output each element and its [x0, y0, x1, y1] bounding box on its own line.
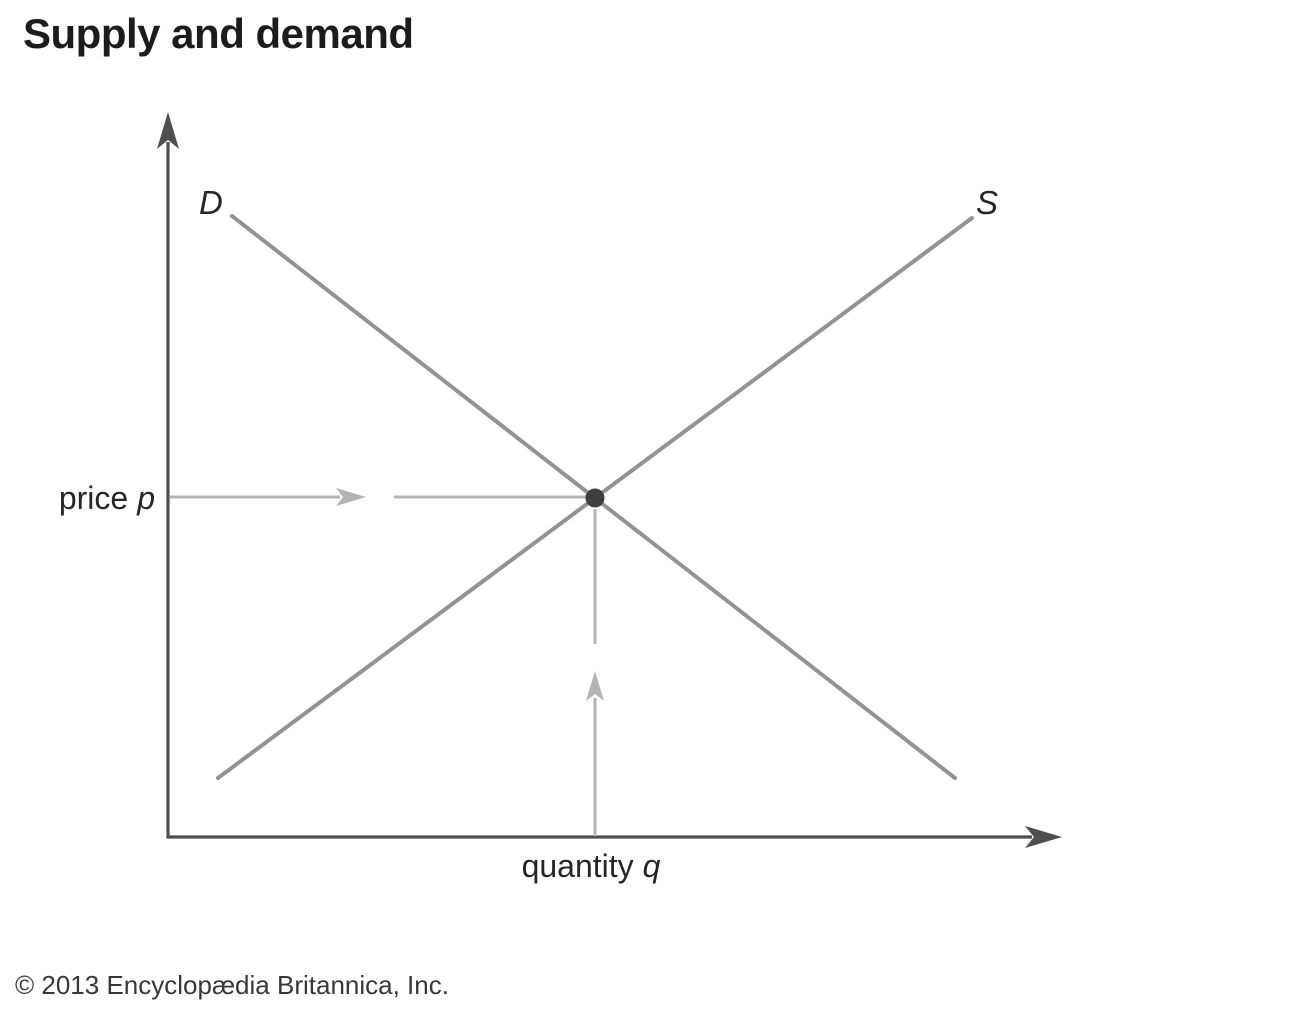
price-axis-label-word: price: [59, 480, 128, 516]
x-axis-arrow-icon: [1025, 826, 1062, 848]
price-axis-label-var: p: [136, 480, 155, 516]
quantity-axis-label-var: q: [643, 848, 661, 884]
quantity-guide-arrow-icon: [586, 671, 604, 701]
supply-curve-label: S: [976, 184, 998, 221]
quantity-axis-label-word: quantity: [522, 848, 634, 884]
price-axis-label: price p: [59, 480, 155, 516]
copyright-text: © 2013 Encyclopædia Britannica, Inc.: [15, 970, 449, 1000]
price-guide-arrow-icon: [336, 488, 366, 506]
quantity-axis-label: quantity q: [522, 848, 661, 884]
page-title: Supply and demand: [23, 10, 414, 57]
y-axis-arrow-icon: [157, 112, 179, 149]
equilibrium-point: [585, 488, 605, 508]
demand-curve-label: D: [199, 184, 223, 221]
